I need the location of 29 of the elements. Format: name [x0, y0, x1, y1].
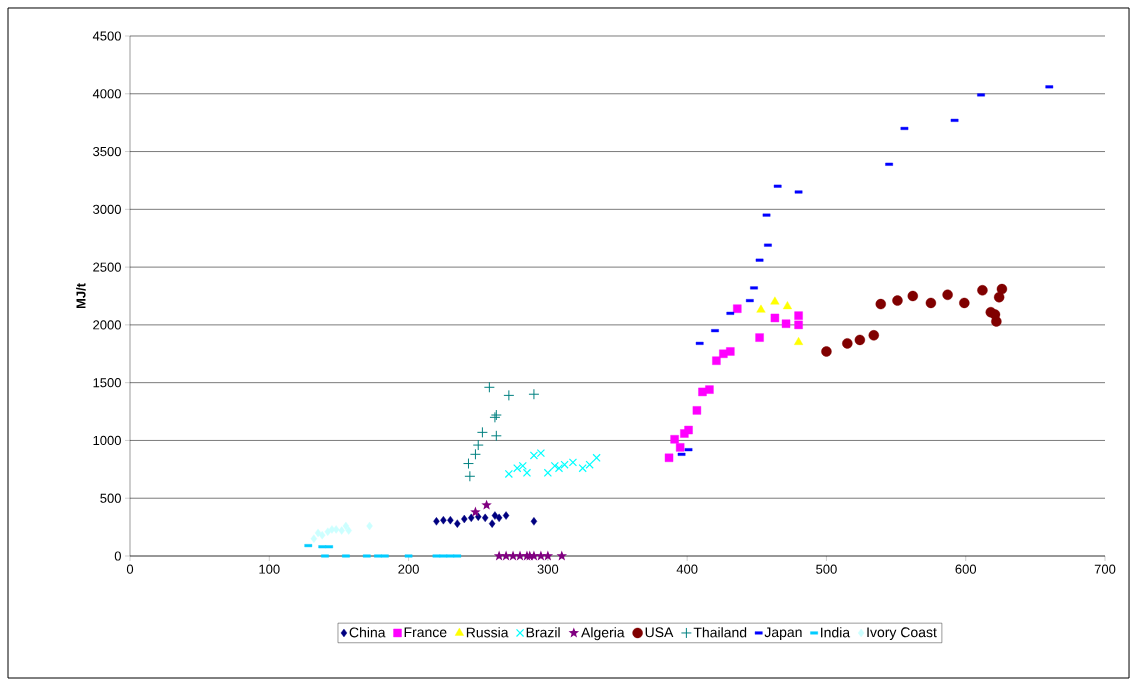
y-tick-label: 4000 — [92, 89, 121, 99]
legend-label: Brazil — [526, 627, 560, 638]
legend-label: China — [349, 627, 386, 638]
x-tick-label: 0 — [126, 564, 134, 574]
y-tick-label: 0 — [114, 551, 121, 561]
y-tick-label: 500 — [100, 493, 121, 503]
y-axis-title: MJ/t — [76, 283, 86, 309]
y-tick-label: 1500 — [93, 378, 121, 388]
legend-label: Ivory Coast — [867, 627, 937, 640]
legend-label: France — [404, 627, 447, 638]
x-tick-label: 300 — [537, 564, 559, 574]
legend-label: Russia — [466, 627, 509, 638]
y-tick-label: 3500 — [93, 146, 121, 157]
legend-label: Algeria — [581, 627, 625, 641]
y-tick-label: 4500 — [92, 31, 121, 41]
x-tick-label: 700 — [1094, 564, 1116, 574]
x-tick-label: 600 — [955, 564, 977, 574]
y-tick-label: 2500 — [93, 262, 121, 272]
x-tick-label: 100 — [259, 564, 280, 574]
legend-label: USA — [645, 627, 674, 638]
y-tick-label: 2000 — [93, 320, 121, 330]
y-tick-label: 1000 — [93, 435, 121, 446]
legend-label: India — [821, 627, 851, 638]
x-tick-label: 400 — [676, 564, 698, 574]
x-tick-label: 200 — [398, 564, 419, 574]
y-tick-label: 3000 — [93, 204, 121, 214]
legend-label: Thailand — [693, 627, 747, 638]
legend-label: Japan — [764, 627, 802, 640]
x-tick-label: 500 — [816, 564, 837, 574]
